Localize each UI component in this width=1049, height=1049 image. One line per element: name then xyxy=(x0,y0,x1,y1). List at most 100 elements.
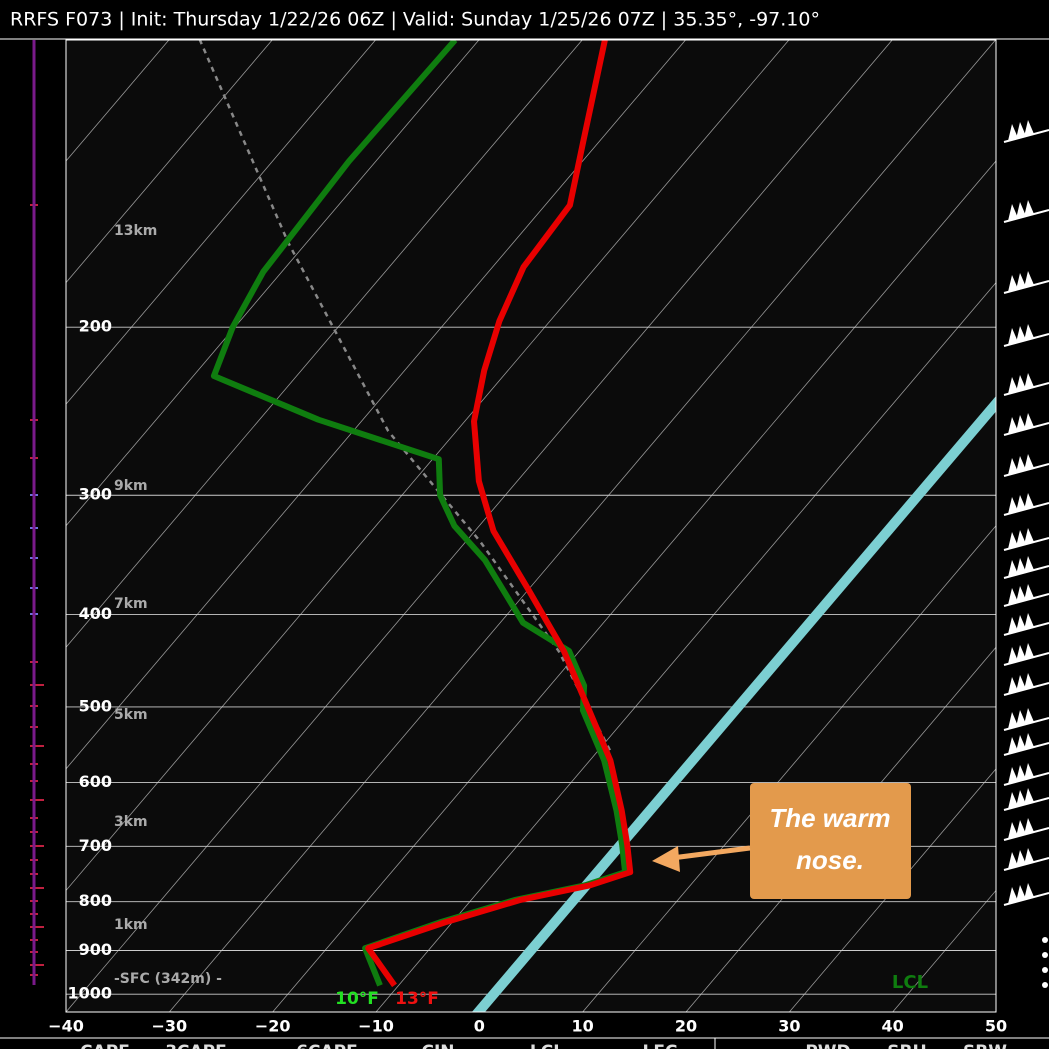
wind-barb-flag xyxy=(1008,497,1018,514)
annotation-arrow xyxy=(671,845,751,861)
y-tick-label: 1000 xyxy=(67,984,112,1003)
wind-barb-flag xyxy=(1024,673,1034,690)
isotherm xyxy=(789,768,996,1012)
footer-label: PWD xyxy=(805,1042,850,1049)
x-tick-label: −30 xyxy=(151,1017,187,1036)
wind-barb-flag xyxy=(1008,712,1018,729)
wind-barb-flag xyxy=(1016,273,1026,290)
wind-barb-flag xyxy=(1008,767,1018,784)
wind-barb-flag xyxy=(1024,708,1034,725)
wind-barb-flag xyxy=(1024,528,1034,545)
wind-barb-flag xyxy=(1024,373,1034,390)
footer-label: 6CAPE xyxy=(296,1042,358,1049)
wind-barb-flag xyxy=(1024,733,1034,750)
wind-barb-flag xyxy=(1024,613,1034,630)
height-label: 1km xyxy=(114,917,148,933)
y-tick-label: 400 xyxy=(79,604,112,623)
wind-barb-flag xyxy=(1016,735,1026,752)
wind-barb-flag xyxy=(1016,710,1026,727)
wind-barb-flag xyxy=(1016,765,1026,782)
temperature-line xyxy=(365,40,634,988)
surface-dewpoint-label: 10°F xyxy=(335,989,379,1009)
height-label: 13km xyxy=(114,223,157,239)
wind-barb-flag xyxy=(1024,788,1034,805)
x-tick-label: 40 xyxy=(882,1017,904,1036)
y-tick-label: 900 xyxy=(79,940,112,959)
isotherm-pattern xyxy=(66,40,273,284)
calm-marker xyxy=(1042,982,1048,988)
wind-barb-flag xyxy=(1024,120,1034,137)
isotherm xyxy=(169,40,996,1012)
height-label: 5km xyxy=(114,707,148,723)
height-label: 9km xyxy=(114,478,148,494)
x-tick-label: −10 xyxy=(358,1017,394,1036)
isotherm-pattern xyxy=(66,40,686,770)
y-tick-label: 500 xyxy=(79,696,112,715)
isotherm-pattern xyxy=(66,40,376,405)
wind-barb-flag xyxy=(1008,677,1018,694)
footer-label: LCL xyxy=(530,1042,564,1049)
y-tick-label: 200 xyxy=(79,317,112,336)
annotation-text: nose. xyxy=(796,845,864,875)
wind-barb-flag xyxy=(1024,454,1034,471)
wind-barb-flag xyxy=(1016,675,1026,692)
footer-label: SRW xyxy=(963,1042,1007,1049)
wind-barb-flag xyxy=(1016,790,1026,807)
wind-barb-flag xyxy=(1024,556,1034,573)
annotation-arrowhead xyxy=(652,846,680,872)
wind-barb-flag xyxy=(1008,737,1018,754)
wind-barb-flag xyxy=(1008,887,1018,904)
wind-barb-flag xyxy=(1016,558,1026,575)
footer-label: SRH xyxy=(887,1042,927,1049)
isotherm-pattern xyxy=(66,40,480,527)
plot-frame xyxy=(65,39,997,1013)
isotherm xyxy=(272,160,996,1012)
y-tick-label: 600 xyxy=(79,772,112,791)
wind-barb-flag xyxy=(1008,124,1018,141)
wind-barb-flag xyxy=(1008,417,1018,434)
wind-barb-flag xyxy=(1008,647,1018,664)
wind-barb-flag xyxy=(1024,883,1034,900)
wind-barb-flag xyxy=(1016,202,1026,219)
x-tick-label: −40 xyxy=(48,1017,84,1036)
wind-barb-flag xyxy=(1024,200,1034,217)
footer-label: 3CAPE xyxy=(165,1042,227,1049)
wind-barb-flag xyxy=(1016,456,1026,473)
wind-barb-flag xyxy=(1008,532,1018,549)
wind-barb-flag xyxy=(1016,495,1026,512)
calm-marker xyxy=(1042,937,1048,943)
wind-barb-flag xyxy=(1016,326,1026,343)
height-label: -SFC (342m) - xyxy=(114,971,222,987)
y-tick-label: 300 xyxy=(79,485,112,504)
height-label: 7km xyxy=(114,596,148,612)
wind-barb-flag xyxy=(1024,584,1034,601)
wind-barb-flag xyxy=(1024,848,1034,865)
wind-barb-flag xyxy=(1024,413,1034,430)
height-label: 3km xyxy=(114,814,148,830)
freezing-isotherm xyxy=(471,396,996,1012)
wind-barb-flag xyxy=(1024,763,1034,780)
wind-barb-flag xyxy=(1016,122,1026,139)
wind-barb-flag xyxy=(1016,885,1026,902)
wind-barb-flag xyxy=(1008,377,1018,394)
lcl-label: LCL xyxy=(892,972,928,993)
isotherm xyxy=(995,1011,996,1012)
footer-label: CAPE xyxy=(80,1042,130,1049)
wind-barb-flag xyxy=(1016,415,1026,432)
x-tick-label: 50 xyxy=(985,1017,1007,1036)
x-tick-label: 20 xyxy=(675,1017,697,1036)
y-tick-label: 700 xyxy=(79,836,112,855)
isotherm-pattern xyxy=(66,40,790,892)
footer-label: CIN xyxy=(421,1042,454,1049)
x-tick-label: 0 xyxy=(474,1017,485,1036)
wind-barb-flag xyxy=(1024,818,1034,835)
parcel-line xyxy=(198,40,612,751)
wind-barb-flag xyxy=(1008,588,1018,605)
wind-barb-flag xyxy=(1016,850,1026,867)
wind-barb-flag xyxy=(1024,643,1034,660)
wind-barb-flag xyxy=(1016,645,1026,662)
calm-marker xyxy=(1042,952,1048,958)
footer-label: LFC xyxy=(643,1042,678,1049)
wind-barb-flag xyxy=(1008,852,1018,869)
